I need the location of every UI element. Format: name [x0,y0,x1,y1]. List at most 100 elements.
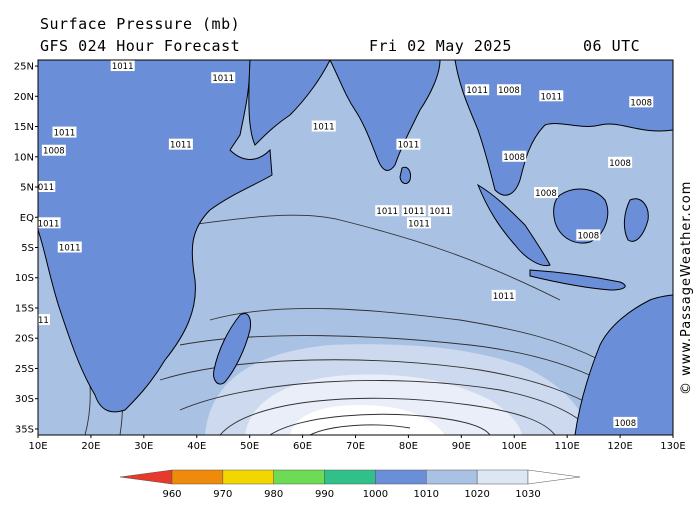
isobar-value-label: 1011 [407,217,431,229]
legend-swatch [527,469,581,485]
label-text: 1011 [403,207,425,217]
madagascar-landmass [213,313,251,385]
label-box [396,138,421,150]
label-text: 1008 [535,189,557,199]
legend-label: 970 [213,489,232,500]
isobar-value-label: 1008 [534,187,558,199]
lon-tick-label: 120E [607,441,632,452]
sulawesi-landmass [623,198,649,242]
legend-labels: 960 970 980 990 1000 1010 1020 1030 [162,489,540,500]
legend-colorbar [119,469,581,485]
label-box [38,314,50,326]
lon-tick-label: 30E [134,441,153,452]
sumatra-landmass [476,183,551,267]
lat-tick-label: 25S [15,364,34,375]
india-landmass [329,60,441,171]
label-text: 1011 [540,92,562,102]
isobar-value-label: 1011 [375,205,400,217]
label-text: 1011 [408,219,430,229]
label-box [311,120,336,132]
isobar-value-label: 1011 [401,205,426,217]
legend-swatch [273,469,325,485]
label-box [38,217,61,229]
isobar-value-label: 1008 [613,416,638,429]
label-text: 1011 [212,74,234,84]
isobar-value-label: 1011 [491,289,516,302]
isobar-value-label: 1011 [168,138,193,151]
lat-tick-label: 35S [15,424,34,435]
label-text: 1011 [54,129,76,139]
legend-label: 980 [264,489,283,500]
lat-tick-label: 15S [15,303,34,314]
label-box [502,150,527,162]
latitude-ticks: 25N 20N 15N 10N 5N EQ 5S 10S 15S 20S 25S 30S 35S [14,62,38,435]
label-box [491,289,516,301]
legend-label: 1000 [363,489,388,500]
forecast-date: Fri 02 May 2025 [369,37,512,55]
isobar-value-label: 1011 [57,241,82,254]
lat-tick-label: 5N [20,183,34,194]
label-text: 1008 [630,98,652,108]
lon-tick-label: 20E [81,441,100,452]
label-text: 1011 [32,183,54,193]
isobar-value-label: 1011 [38,217,61,229]
label-box [496,84,521,96]
isobar-value-label: 1011 [52,126,77,139]
label-box [38,181,56,193]
label-box [428,205,453,217]
lon-tick-label: 40E [187,441,206,452]
java-landmass [529,269,626,291]
isobar-value-label: 1011 [465,84,490,96]
label-box [401,205,426,217]
longitude-ticks: 10E 20E 30E 40E 50E 60E 70E 80E 90E 100E 110E 120E 1… [28,435,686,452]
pressure-labels: 1011 1011 1011 1011 1008 1011 1008 1011 1008 1011… [27,60,654,429]
australia-landmass [574,294,673,435]
legend-swatch [222,469,274,485]
label-box [41,144,66,156]
isobar-value-label: 1011 [428,205,453,217]
lat-tick-label: 20S [15,334,34,345]
label-text: 1011 [27,316,49,326]
africa-landmass [38,60,273,413]
map-area: 1011 1011 1011 1011 1008 1011 1008 1011 1008 1011… [27,60,673,435]
label-text: 1011 [313,123,335,133]
forecast-time: 06 UTC [583,37,641,55]
label-text: 1011 [59,244,81,254]
lon-tick-label: 130E [660,441,685,452]
label-text: 1008 [498,86,520,96]
lon-tick-label: 90E [452,441,471,452]
label-text: 1008 [609,159,631,169]
isobar-value-label: 1011 [211,72,236,84]
forecast-subtitle: GFS 024 Hour Forecast [40,37,241,55]
lat-tick-label: 5S [21,243,34,254]
sri-lanka-landmass [399,166,411,185]
legend-swatch [476,469,529,485]
legend-swatch [426,469,478,485]
isobar-value-label: 1011 [32,181,56,193]
label-text: 1011 [429,207,451,217]
isobar-value-label: 1011 [396,138,421,151]
isobar-value-label: 1011 [27,314,50,326]
arabia-landmass [248,60,331,146]
label-text: 1011 [38,219,60,229]
lat-tick-label: 25N [14,62,34,73]
label-box [465,84,490,96]
label-text: 1011 [466,86,488,96]
isobar-value-label: 1008 [502,150,527,163]
lat-tick-label: 20N [14,92,34,103]
label-text: 1008 [503,153,525,163]
label-text: 1011 [376,207,398,217]
label-box [407,217,431,229]
label-box [576,229,601,241]
legend-swatch [119,469,173,485]
label-box [608,156,633,168]
legend-label: 1010 [414,489,439,500]
lon-tick-label: 70E [346,441,365,452]
label-box [613,416,638,428]
isobar-value-label: 1008 [41,144,66,157]
legend-label: 960 [162,489,181,500]
lat-tick-label: 15N [14,122,34,133]
legend-swatch [324,469,376,485]
isobar-value-label: 1008 [608,156,633,169]
